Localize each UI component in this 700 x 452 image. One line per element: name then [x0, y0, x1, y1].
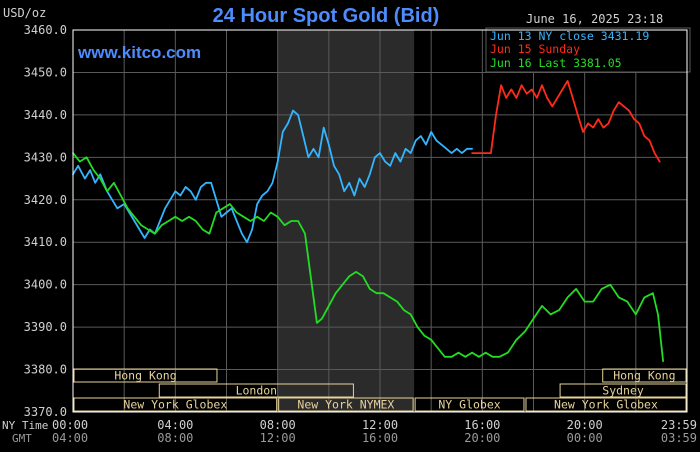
- y-tick-label: 3430.0: [24, 150, 67, 164]
- session-bar: [158, 383, 354, 398]
- session-bar: [602, 368, 687, 383]
- session-label: Hong Kong: [114, 369, 176, 383]
- x-tick-label-gmt: 16:00: [362, 431, 398, 445]
- x-tick-label-ny: 04:00: [157, 418, 193, 432]
- session-bar: [559, 383, 687, 398]
- gmt-row-label: GMT: [12, 432, 32, 445]
- x-tick-label-ny: 12:00: [362, 418, 398, 432]
- x-tick-label-gmt: 08:00: [157, 431, 193, 445]
- x-tick-label-ny: 00:00: [52, 418, 88, 432]
- x-tick-label-ny: 20:00: [567, 418, 603, 432]
- session-bar: [278, 397, 414, 412]
- session-label: NY Globex: [438, 398, 500, 412]
- y-tick-label: 3440.0: [24, 108, 67, 122]
- y-tick-label: 3420.0: [24, 193, 67, 207]
- series-line-0: [72, 109, 473, 244]
- legend: Jun 13 NY close 3431.19 Jun 15 Sunday Ju…: [485, 27, 691, 73]
- y-tick-label: 3400.0: [24, 278, 67, 292]
- legend-item-last: Jun 16 Last 3381.05: [490, 56, 622, 70]
- session-label: New York Globex: [123, 398, 227, 412]
- session-label: New York Globex: [554, 398, 658, 412]
- x-tick-label-ny: 16:00: [464, 418, 500, 432]
- series-line-2: [72, 152, 664, 362]
- session-bar: [525, 397, 687, 412]
- legend-item-ny-close: Jun 13 NY close 3431.19: [490, 29, 649, 43]
- x-tick-label-ny: 08:00: [260, 418, 296, 432]
- ny-time-row-label: NY Time: [2, 419, 48, 432]
- session-label: London: [236, 384, 278, 398]
- y-tick-label: 3410.0: [24, 235, 67, 249]
- timestamp: June 16, 2025 23:18: [526, 12, 663, 26]
- x-tick-label-gmt: 03:59: [661, 431, 697, 445]
- legend-box: [485, 27, 691, 73]
- session-label: Hong Kong: [613, 369, 675, 383]
- legend-item-sunday: Jun 15 Sunday: [490, 42, 580, 56]
- nymex-shade: [277, 30, 415, 412]
- x-tick-label-gmt: 00:00: [567, 431, 603, 445]
- y-tick-label: 3370.0: [24, 405, 67, 419]
- y-tick-label: 3460.0: [24, 23, 67, 37]
- y-tick-label: 3390.0: [24, 320, 67, 334]
- x-tick-label-gmt: 12:00: [260, 431, 296, 445]
- x-tick-label-ny: 23:59: [661, 418, 697, 432]
- x-tick-label-gmt: 20:00: [464, 431, 500, 445]
- unit-label: USD/oz: [3, 6, 46, 20]
- chart-title: 24 Hour Spot Gold (Bid): [213, 5, 440, 27]
- watermark: www.kitco.com: [77, 43, 201, 62]
- session-bar: [73, 397, 278, 412]
- y-tick-label: 3450.0: [24, 65, 67, 79]
- y-tick-label: 3380.0: [24, 363, 67, 377]
- session-label: Sydney: [602, 384, 644, 398]
- session-label: New York NYMEX: [297, 398, 394, 412]
- series-line-1: [471, 80, 661, 163]
- session-bar: [414, 397, 525, 412]
- x-tick-label-gmt: 04:00: [52, 431, 88, 445]
- session-bar: [73, 368, 218, 383]
- plot-frame: [72, 29, 688, 413]
